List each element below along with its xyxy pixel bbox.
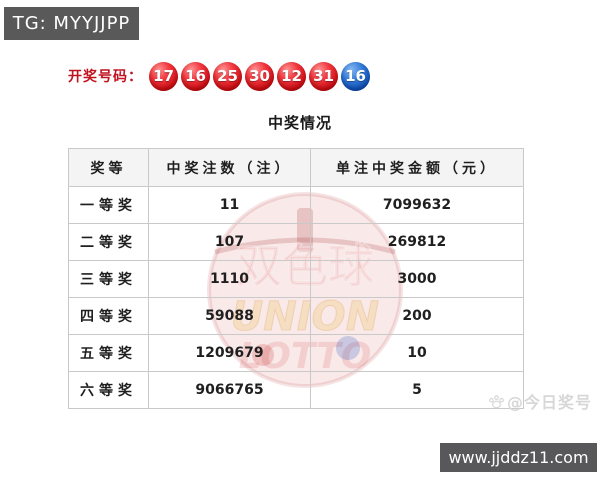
tier-cell: 五等奖 <box>68 334 149 372</box>
table-row: 二等奖 107 269812 <box>68 223 524 261</box>
header-amount: 单注中奖金额（元） <box>310 148 524 187</box>
lottery-ball-red: 17 <box>149 61 178 91</box>
amount-cell: 3000 <box>310 260 524 298</box>
table-row: 一等奖 11 7099632 <box>68 186 524 224</box>
table-row: 五等奖 1209679 10 <box>68 334 524 372</box>
tier-cell: 一等奖 <box>68 186 149 224</box>
tier-cell: 四等奖 <box>68 297 149 335</box>
count-cell: 1110 <box>148 260 311 298</box>
prize-table: 奖等 中奖注数（注） 单注中奖金额（元） 一等奖 11 7099632 二等奖 … <box>68 148 524 409</box>
draw-numbers-label: 开奖号码： <box>68 69 143 85</box>
count-cell: 107 <box>148 223 311 261</box>
table-row: 六等奖 9066765 5 <box>68 371 524 409</box>
table-header-row: 奖等 中奖注数（注） 单注中奖金额（元） <box>68 148 524 187</box>
site-url-banner: www.jjddz11.com <box>440 443 597 472</box>
credit-watermark-text: @今日奖号 <box>506 393 592 412</box>
tier-cell: 三等奖 <box>68 260 149 298</box>
count-cell: 59088 <box>148 297 311 335</box>
tier-cell: 六等奖 <box>68 371 149 409</box>
count-cell: 1209679 <box>148 334 311 372</box>
lottery-ball-red: 12 <box>277 61 306 91</box>
count-cell: 11 <box>148 186 311 224</box>
winning-numbers-row: 开奖号码： 17 16 25 30 12 31 16 <box>68 61 373 91</box>
table-row: 四等奖 59088 200 <box>68 297 524 335</box>
lottery-ball-red: 30 <box>245 61 274 91</box>
paw-icon <box>489 394 504 408</box>
lottery-ball-red: 25 <box>213 61 242 91</box>
lottery-ball-red: 16 <box>181 61 210 91</box>
table-row: 三等奖 1110 3000 <box>68 260 524 298</box>
amount-cell: 10 <box>310 334 524 372</box>
lottery-ball-blue: 16 <box>341 61 370 91</box>
amount-cell: 200 <box>310 297 524 335</box>
lottery-ball-red: 31 <box>309 61 338 91</box>
header-tier: 奖等 <box>68 148 149 187</box>
amount-cell: 7099632 <box>310 186 524 224</box>
tier-cell: 二等奖 <box>68 223 149 261</box>
amount-cell: 269812 <box>310 223 524 261</box>
credit-watermark: @今日奖号 <box>488 389 592 413</box>
count-cell: 9066765 <box>148 371 311 409</box>
header-count: 中奖注数（注） <box>148 148 311 187</box>
prize-section-title: 中奖情况 <box>267 114 332 132</box>
amount-cell: 5 <box>310 371 524 409</box>
tg-channel-banner: TG: MYYJJPP <box>4 7 139 40</box>
